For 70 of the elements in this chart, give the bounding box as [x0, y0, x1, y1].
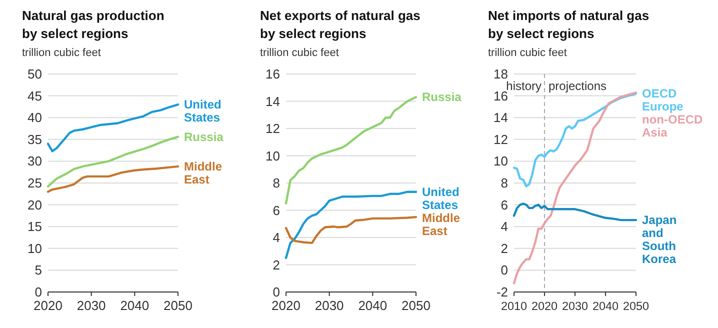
x-tick-label: 2010 [500, 300, 528, 313]
y-tick-label: 40 [28, 110, 42, 126]
y-tick-label: 8 [500, 176, 508, 190]
series-label: Russia [422, 90, 462, 104]
line-series [284, 216, 418, 244]
y-axis-title: trillion cubic feet [22, 47, 101, 59]
y-tick-label: 0 [272, 284, 280, 300]
x-tick-label: 2030 [76, 298, 106, 313]
x-tick-label: 2050 [402, 298, 430, 313]
y-tick-label: 14 [266, 94, 280, 109]
line-series [512, 91, 638, 284]
series-label: United States [184, 98, 222, 125]
y-tick-label: 2 [500, 240, 508, 256]
x-tick-label: 2020 [34, 298, 62, 313]
series-label: OECD Europe [642, 86, 684, 114]
series-label: Middle East [184, 159, 222, 186]
y-tick-label: 10 [266, 148, 280, 164]
y-tick-label: 0 [34, 284, 42, 300]
y-tick-label: 18 [494, 66, 508, 82]
x-tick-label: 2050 [164, 298, 192, 313]
line-series [512, 202, 638, 222]
chart-title: Net exports of natural gas by select regions [260, 8, 420, 41]
line-series [46, 136, 180, 188]
y-tick-label: 4 [272, 230, 280, 245]
series-label: non-OECD Asia [642, 112, 703, 140]
y-tick-label: 16 [266, 66, 280, 82]
x-tick-label: 2040 [358, 298, 388, 313]
y-tick-label: -2 [496, 284, 508, 300]
x-tick-label: 2050 [622, 300, 650, 313]
y-tick-label: 35 [28, 132, 42, 147]
series-label: Middle East [422, 210, 460, 238]
line-series [46, 165, 180, 193]
x-tick-label: 2040 [592, 300, 620, 313]
y-tick-label: 12 [266, 121, 280, 136]
y-tick-label: 14 [494, 110, 508, 126]
y-tick-label: 2 [272, 257, 280, 272]
chart-title: Natural gas production by select regions [22, 8, 164, 41]
series-label: Japan and South Korea [642, 213, 677, 266]
y-tick-label: 25 [28, 176, 42, 190]
y-tick-label: 50 [28, 66, 42, 82]
line-series [284, 96, 418, 205]
line-series [512, 92, 638, 188]
x-tick-label: 2040 [120, 298, 150, 313]
annotation: history [506, 79, 542, 93]
y-tick-label: 20 [28, 197, 42, 212]
y-tick-label: 16 [494, 88, 508, 104]
line-series [46, 103, 180, 152]
annotation: projections [548, 79, 607, 93]
y-tick-label: 5 [34, 262, 42, 278]
y-tick-label: 6 [500, 197, 508, 212]
y-tick-label: 6 [272, 202, 280, 218]
y-tick-label: 10 [28, 240, 42, 256]
line-series [284, 190, 418, 260]
y-axis-title: trillion cubic feet [260, 47, 339, 59]
series-label: United States [422, 184, 460, 212]
y-tick-label: 45 [28, 88, 42, 104]
y-tick-label: 30 [28, 154, 42, 169]
y-tick-label: 4 [500, 219, 508, 234]
y-tick-label: 8 [272, 176, 280, 190]
y-tick-label: 12 [494, 132, 508, 147]
chart-title: Net imports of natural gas by select regions [488, 8, 650, 41]
y-tick-label: 0 [500, 262, 508, 278]
y-tick-label: 15 [28, 219, 42, 234]
series-label: Russia [184, 130, 224, 144]
x-tick-label: 2030 [314, 298, 344, 313]
y-tick-label: 10 [494, 154, 508, 169]
x-tick-label: 2030 [562, 300, 589, 313]
y-axis-title: trillion cubic feet [488, 47, 567, 59]
x-tick-label: 2020 [531, 300, 558, 313]
x-tick-label: 2020 [272, 298, 300, 313]
